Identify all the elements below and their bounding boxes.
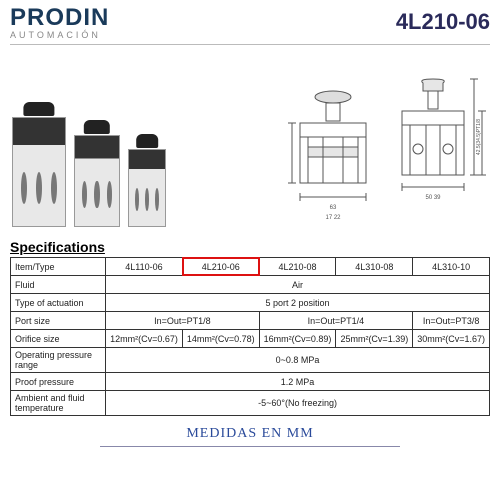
- row-cell: 30mm²(Cv=1.67): [413, 330, 490, 348]
- row-cell: In=Out=PT3/8: [413, 312, 490, 330]
- row-label: Orifice size: [11, 330, 106, 348]
- footer-note: MEDIDAS EN MM: [0, 416, 500, 446]
- dim-label-a: 42.5(34.5)PT1/8: [476, 119, 482, 155]
- row-value: 1.2 MPa: [106, 373, 490, 391]
- row-label: Port size: [11, 312, 106, 330]
- model-col: 4L310-10: [413, 258, 490, 276]
- row-cell: 25mm²(Cv=1.39): [336, 330, 413, 348]
- valve-photo-large: [12, 117, 66, 227]
- figure-row: 63 17 22: [0, 51, 500, 231]
- row-cell: 16mm²(Cv=0.89): [259, 330, 336, 348]
- brand-name: PRODIN: [10, 4, 109, 32]
- header-divider: [10, 44, 490, 45]
- row-label: Type of actuation: [11, 294, 106, 312]
- model-col: 4L110-06: [106, 258, 183, 276]
- valve-knob-icon: [136, 134, 158, 148]
- row-value: -5~60°(No freezing): [106, 391, 490, 416]
- brand-block: PRODIN AUTOMACIÓN: [10, 4, 109, 40]
- row-value: Air: [106, 276, 490, 294]
- diagram-group: 63 17 22: [288, 77, 488, 227]
- spec-heading: Specifications: [0, 231, 500, 257]
- row-cell: 12mm²(Cv=0.67): [106, 330, 183, 348]
- row-cell: In=Out=PT1/4: [259, 312, 413, 330]
- row-label: Operating pressure range: [11, 348, 106, 373]
- row-value: 0~0.8 MPa: [106, 348, 490, 373]
- dimensional-diagram: 50 39 42.5(34.5)PT1/8: [388, 77, 488, 227]
- spec-table: Item/Type4L110-064L210-064L210-084L310-0…: [10, 257, 490, 416]
- valve-knob-icon: [84, 120, 110, 134]
- valve-knob-icon: [23, 102, 54, 116]
- svg-text:63: 63: [330, 205, 337, 211]
- header-label: Item/Type: [11, 258, 106, 276]
- row-label: Proof pressure: [11, 373, 106, 391]
- product-photo-group: [12, 117, 166, 227]
- svg-text:17 22: 17 22: [325, 215, 341, 221]
- row-cell: In=Out=PT1/8: [106, 312, 260, 330]
- row-label: Ambient and fluid temperature: [11, 391, 106, 416]
- cross-section-diagram: 63 17 22: [288, 87, 378, 227]
- model-col: 4L210-06: [182, 258, 259, 276]
- row-cell: 14mm²(Cv=0.78): [182, 330, 259, 348]
- valve-photo-small: [128, 149, 166, 227]
- valve-ports-icon: [132, 188, 162, 211]
- model-col: 4L210-08: [259, 258, 336, 276]
- row-label: Fluid: [11, 276, 106, 294]
- svg-text:50 39: 50 39: [425, 195, 441, 201]
- footer-rule: [100, 446, 400, 447]
- valve-photo-medium: [74, 135, 120, 227]
- valve-ports-icon: [17, 172, 61, 204]
- model-code: 4L210-06: [396, 9, 490, 35]
- header: PRODIN AUTOMACIÓN 4L210-06: [0, 0, 500, 42]
- brand-tagline: AUTOMACIÓN: [10, 30, 109, 40]
- row-value: 5 port 2 position: [106, 294, 490, 312]
- model-col: 4L310-08: [336, 258, 413, 276]
- valve-ports-icon: [79, 181, 116, 208]
